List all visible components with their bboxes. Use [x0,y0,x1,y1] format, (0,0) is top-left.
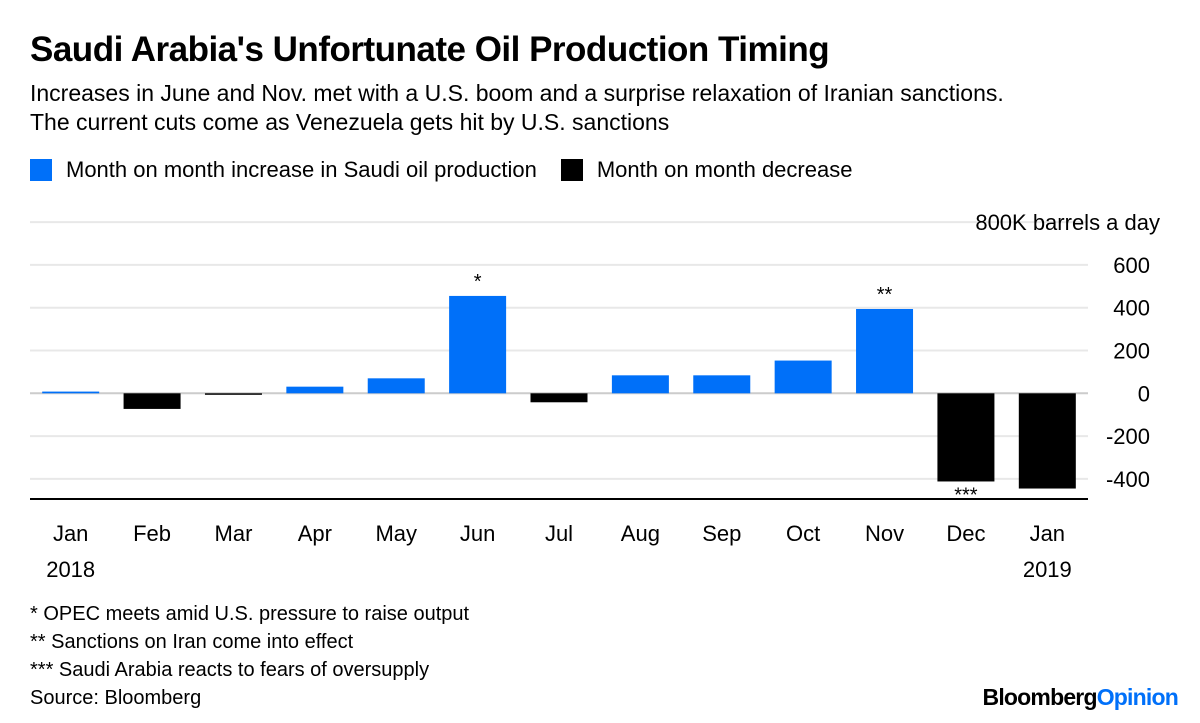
y-tick-label: -200 [1106,424,1150,449]
x-tick-label: Apr [298,521,332,546]
y-tick-label: 200 [1113,339,1150,364]
bar-apr-3 [286,386,344,394]
bloomberg-opinion-logo: BloombergOpinion [982,684,1179,711]
legend-swatch-increase [30,159,52,181]
footnote-3: *** Saudi Arabia reacts to fears of over… [30,659,430,681]
x-tick-label: Mar [215,521,253,546]
logo-part-1: Bloomberg [982,684,1098,710]
bar-annotation: *** [954,484,978,506]
bar-feb-1 [123,393,181,409]
x-tick-label: Jun [460,521,495,546]
footnote-2: ** Sanctions on Iran come into effect [30,631,354,653]
y-axis-unit-label: 800K barrels a day [975,210,1160,235]
x-year-label: 2019 [1023,557,1072,582]
bar-aug-7 [611,375,669,394]
legend-label-increase: Month on month increase in Saudi oil pro… [66,157,537,182]
x-tick-label: May [375,521,417,546]
y-tick-label: 600 [1113,253,1150,278]
y-tick-label: -400 [1106,467,1150,492]
bar-nov-10 [856,308,914,394]
bar-jul-6 [530,393,588,403]
chart-title: Saudi Arabia's Unfortunate Oil Productio… [30,30,830,69]
y-tick-label: 400 [1113,296,1150,321]
subtitle-line-2: The current cuts come as Venezuela gets … [30,109,670,135]
bar-mar-2 [204,393,262,395]
bar-annotation: * [474,271,482,293]
x-tick-label: Feb [133,521,171,546]
bar-may-4 [367,378,425,394]
bar-annotation: ** [877,284,893,306]
x-tick-label: Dec [946,521,985,546]
x-tick-label: Jan [53,521,88,546]
source-note: Source: Bloomberg [30,687,202,709]
legend-swatch-decrease [560,159,583,181]
x-year-label: 2018 [46,557,95,582]
bar-jan-0 [42,391,100,394]
bar-sep-8 [693,375,751,394]
x-tick-label: Jul [545,521,573,546]
x-tick-label: Jan [1030,521,1065,546]
x-tick-label: Aug [621,521,660,546]
y-tick-label: 0 [1138,381,1150,406]
x-tick-label: Nov [865,521,904,546]
bar-oct-9 [774,360,832,394]
x-tick-label: Oct [786,521,820,546]
legend-label-decrease: Month on month decrease [596,157,853,182]
bar-dec-11 [937,393,995,482]
bar-jun-5 [449,295,507,394]
footnote-1: * OPEC meets amid U.S. pressure to raise… [30,603,470,625]
legend: Month on month increase in Saudi oil pro… [30,157,852,183]
x-tick-label: Sep [702,521,741,546]
bar-jan-12 [1018,393,1076,489]
subtitle-line-1: Increases in June and Nov. met with a U.… [30,80,1004,106]
logo-part-2: Opinion [1096,684,1179,710]
